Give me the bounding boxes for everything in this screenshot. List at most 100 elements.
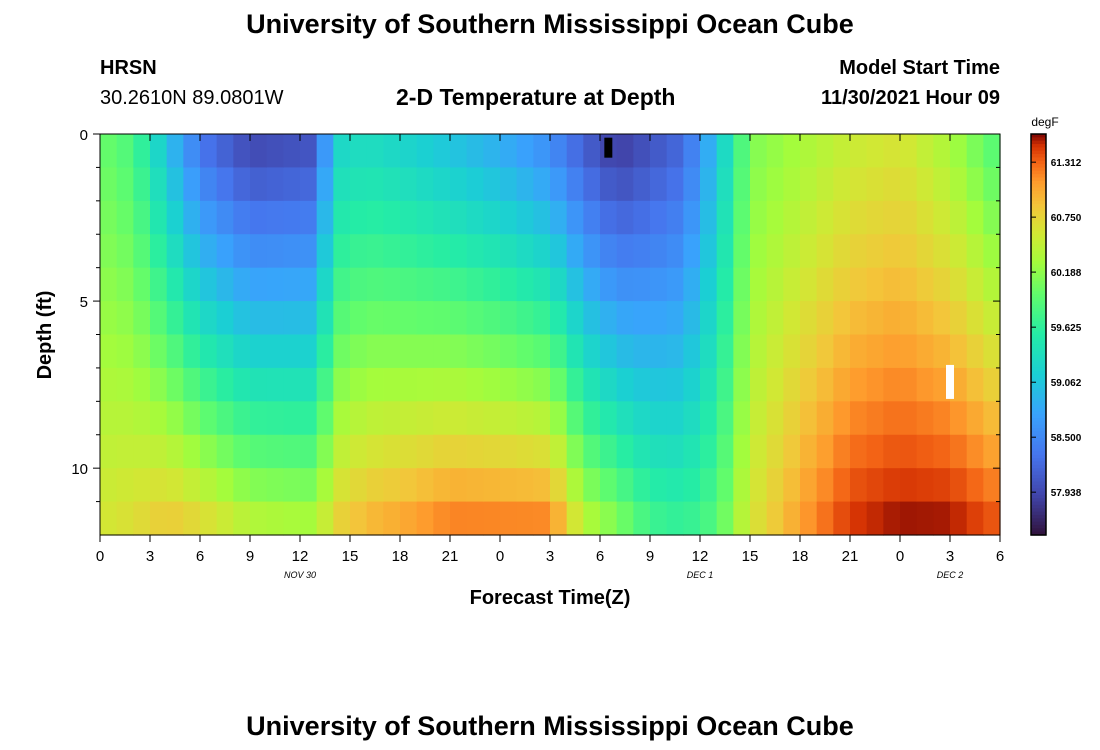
heatmap-cell: [150, 434, 168, 469]
heatmap-cell: [433, 434, 451, 469]
heatmap-cell: [350, 501, 368, 536]
heatmap-cell: [916, 434, 934, 469]
heatmap-cell: [833, 367, 851, 402]
heatmap-cell: [750, 234, 768, 269]
heatmap-cell: [350, 267, 368, 302]
colorbar-band: [1031, 264, 1046, 269]
colorbar-band: [1031, 501, 1046, 506]
heatmap-cell: [333, 334, 351, 369]
heatmap-cell: [200, 468, 218, 503]
heatmap-cell: [416, 434, 434, 469]
heatmap-cell: [883, 367, 901, 402]
heatmap-cell: [700, 401, 718, 436]
missing-data-cell: [604, 137, 613, 158]
heatmap-cell: [333, 468, 351, 503]
heatmap-cell: [866, 301, 884, 336]
heatmap-cell: [850, 234, 868, 269]
heatmap-cell: [800, 200, 818, 235]
heatmap-cell: [816, 200, 834, 235]
colorbar-tick-label: 57.938: [1051, 488, 1082, 499]
heatmap-cell: [250, 167, 268, 202]
colorbar-band: [1031, 438, 1046, 443]
heatmap-cell: [783, 267, 801, 302]
heatmap-cell: [200, 234, 218, 269]
heatmap-cell: [733, 434, 751, 469]
heatmap-cell: [633, 200, 651, 235]
heatmap-cell: [300, 501, 318, 536]
heatmap-cell: [983, 468, 1001, 503]
heatmap-cell: [516, 134, 534, 169]
colorbar-band: [1031, 227, 1046, 232]
heatmap-cell: [766, 468, 784, 503]
colorbar-band: [1031, 418, 1046, 422]
heatmap-cell: [833, 501, 851, 536]
heatmap-cell: [533, 334, 551, 369]
colorbar-band: [1031, 324, 1046, 329]
heatmap-cell: [733, 234, 751, 269]
heatmap-cell: [166, 401, 184, 436]
heatmap-cell: [716, 468, 734, 503]
heatmap-cell: [683, 267, 701, 302]
heatmap-cell: [233, 468, 251, 503]
heatmap-cell: [433, 401, 451, 436]
heatmap-cell: [816, 301, 834, 336]
heatmap-cell: [716, 234, 734, 269]
heatmap-cell: [300, 267, 318, 302]
colorbar-band: [1031, 197, 1046, 202]
heatmap-cell: [650, 468, 668, 503]
heatmap-cell: [633, 134, 651, 169]
heatmap-cell: [716, 334, 734, 369]
heatmap-cell: [166, 367, 184, 402]
heatmap-cell: [400, 401, 418, 436]
heatmap-cell: [950, 267, 968, 302]
heatmap-cell: [383, 434, 401, 469]
heatmap-cell: [933, 334, 951, 369]
heatmap-cell: [216, 134, 234, 169]
heatmap-cell: [850, 334, 868, 369]
x-tick-label: 12: [292, 548, 309, 565]
heatmap-cell: [833, 200, 851, 235]
heatmap-cell: [666, 367, 684, 402]
heatmap-cell: [350, 301, 368, 336]
heatmap-cell: [600, 167, 618, 202]
heatmap-cell: [300, 434, 318, 469]
heatmap-cell: [983, 267, 1001, 302]
heatmap-cell: [466, 200, 484, 235]
colorbar-band: [1031, 284, 1046, 289]
heatmap-cell: [583, 267, 601, 302]
heatmap-cell: [533, 167, 551, 202]
heatmap-cell: [716, 200, 734, 235]
heatmap-cell: [966, 334, 984, 369]
heatmap-cell: [316, 501, 334, 536]
heatmap-cell: [933, 200, 951, 235]
heatmap-cell: [916, 367, 934, 402]
x-tick-label: 12: [692, 548, 709, 565]
heatmap-cell: [400, 267, 418, 302]
heatmap-cell: [616, 134, 634, 169]
heatmap-cell: [250, 134, 268, 169]
heatmap-cell: [300, 367, 318, 402]
heatmap-cell: [883, 401, 901, 436]
heatmap-cell: [266, 468, 284, 503]
heatmap-cell: [616, 334, 634, 369]
heatmap-cell: [533, 501, 551, 536]
heatmap-cell: [483, 334, 501, 369]
heatmap-cell: [550, 234, 568, 269]
heatmap-cell: [633, 301, 651, 336]
heatmap-cell: [216, 468, 234, 503]
heatmap-cell: [850, 267, 868, 302]
heatmap-cell: [833, 234, 851, 269]
heatmap-cell: [316, 401, 334, 436]
heatmap-cell: [883, 501, 901, 536]
heatmap-cell: [900, 401, 918, 436]
heatmap-cell: [650, 501, 668, 536]
heatmap-cell: [616, 468, 634, 503]
heatmap-cell: [616, 401, 634, 436]
heatmap-cell: [100, 200, 118, 235]
heatmap-cell: [116, 167, 134, 202]
colorbar-band: [1031, 257, 1046, 262]
heatmap-cell: [183, 401, 201, 436]
heatmap-cell: [416, 167, 434, 202]
x-tick-label: 15: [342, 548, 359, 565]
colorbar-band: [1031, 394, 1046, 399]
